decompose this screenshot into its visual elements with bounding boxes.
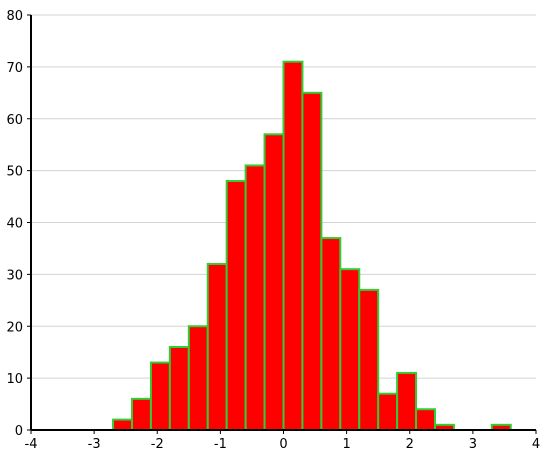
- histogram-bar: [244, 164, 266, 431]
- y-tick-label: 80: [6, 9, 23, 24]
- x-tick-label: 2: [406, 437, 414, 452]
- histogram-bar: [320, 237, 342, 431]
- histogram-bar: [301, 91, 323, 431]
- y-tick-label: 20: [6, 320, 23, 335]
- y-tick-label: 60: [6, 113, 23, 128]
- y-tick-label: 0: [15, 424, 23, 439]
- histogram-bar: [168, 346, 190, 431]
- x-tick-label: -4: [25, 437, 38, 452]
- y-tick-label: 10: [6, 372, 23, 387]
- histogram-bar: [396, 371, 418, 431]
- y-tick-label: 30: [6, 268, 23, 283]
- histogram-bar: [206, 263, 228, 431]
- histogram-bar: [112, 418, 133, 431]
- y-tick-label: 40: [6, 217, 23, 232]
- histogram-bar: [415, 408, 436, 431]
- histogram-bars: [112, 60, 512, 431]
- tick-labels: 0 10 20 30 40 50 60 70 80 -4 -3 -2 -1 0 1 2 3 4: [6, 9, 540, 452]
- axes: [27, 14, 537, 434]
- histogram-bar: [339, 268, 361, 431]
- x-tick-label: 0: [279, 437, 287, 452]
- histogram-bar: [187, 325, 209, 431]
- y-tick-label: 50: [6, 165, 23, 180]
- x-tick-label: -1: [214, 437, 227, 452]
- x-tick-label: -2: [151, 437, 164, 452]
- x-tick-label: 3: [469, 437, 477, 452]
- y-tick-label: 70: [6, 61, 23, 76]
- x-tick-label: 4: [532, 437, 540, 452]
- histogram-bar: [358, 288, 380, 431]
- histogram-bar: [225, 180, 247, 431]
- x-tick-label: 1: [342, 437, 350, 452]
- histogram-bar: [263, 133, 285, 431]
- histogram-bar: [149, 361, 171, 431]
- histogram-bar: [282, 60, 304, 431]
- histogram-bar: [131, 397, 152, 431]
- x-tick-label: -3: [88, 437, 101, 452]
- histogram-bar: [377, 392, 399, 431]
